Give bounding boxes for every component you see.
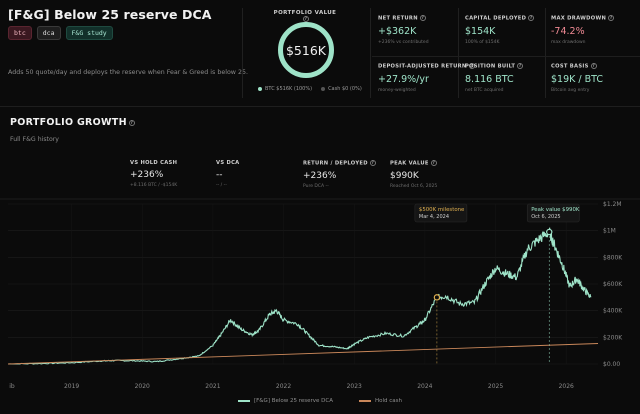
metric-capital-deployed: CAPITAL DEPLOYED? $154K 100% of $154K (465, 15, 535, 45)
annotation-box (414, 203, 468, 223)
info-icon[interactable]: ? (590, 63, 597, 69)
stat-vs-dca: VS DCA -- -- / -- (216, 160, 240, 188)
metric-position-built: POSITION BUILT? 8.116 BTC net BTC acquir… (465, 63, 524, 93)
y-tick-label: $0.00 (603, 361, 620, 368)
x-tick-label: 2026 (559, 383, 574, 390)
y-tick-label: $600K (603, 281, 623, 288)
annotation-box (526, 203, 580, 223)
portfolio-value-label: PORTFOLIO VALUE? (273, 10, 337, 22)
info-icon[interactable]: ? (468, 63, 475, 69)
strategy-series-line (7, 227, 592, 365)
portfolio-value-ring: $516K (278, 22, 334, 78)
annotation-marker (433, 294, 441, 301)
annotation-title: $500K milestone (419, 207, 465, 213)
y-tick-label: $400K (603, 308, 623, 315)
info-icon[interactable]: ? (517, 63, 524, 69)
info-icon[interactable]: ? (369, 160, 376, 166)
chart-legend: [F&G] Below 25 reserve DCA Hold cash (0, 398, 640, 404)
divider (242, 8, 243, 98)
divider (458, 8, 459, 98)
y-tick-label: $1.2M (603, 201, 622, 208)
info-icon[interactable]: ? (528, 15, 535, 21)
y-tick-label: $200K (603, 334, 623, 341)
btc-dot-icon (258, 86, 262, 91)
chart-svg[interactable]: $0.00 $200K $400K $600K $800K $1M $1.2M ib 2019 2… (0, 196, 640, 414)
line-swatch-icon (359, 399, 372, 402)
divider (370, 8, 371, 98)
annotation-date: Mar 4, 2024 (419, 214, 449, 220)
info-icon[interactable]: ? (128, 119, 135, 126)
info-icon[interactable]: ? (430, 160, 437, 166)
tag-list: btc dca F&G study (8, 26, 113, 40)
metric-max-drawdown: MAX DRAWDOWN? -74.2% max drawdown (551, 15, 615, 45)
allocation-btc: BTC $516K (100%) (258, 86, 312, 92)
metric-cost-basis: COST BASIS? $19K / BTC Bitcoin avg entry (551, 63, 603, 93)
annotation-marker (546, 228, 553, 236)
info-icon[interactable]: ? (303, 16, 309, 22)
cash-dot-icon (321, 86, 326, 91)
tag-fg-study[interactable]: F&G study (65, 26, 113, 40)
x-tick-label: 2019 (64, 383, 79, 390)
x-tick-label: 2021 (205, 383, 220, 390)
x-tick-label: 2020 (135, 383, 150, 390)
annotation-date: Oct 6, 2025 (531, 214, 560, 220)
stat-return-deployed: RETURN / DEPLOYED? +236% Pure DCA -- (303, 160, 376, 189)
divider (372, 56, 640, 57)
y-tick-label: $1M (603, 228, 616, 235)
allocation-legend: BTC $516K (100%) Cash $0 (0%) (258, 86, 362, 92)
metric-deposit-adjusted-return: DEPOSIT-ADJUSTED RETURN? +27.9%/yr money… (378, 63, 475, 93)
strategy-description: Adds 50 quote/day and deploys the reserv… (8, 69, 248, 76)
line-swatch-icon (237, 399, 250, 402)
x-tick-label: 2023 (347, 383, 362, 390)
legend-strategy[interactable]: [F&G] Below 25 reserve DCA (237, 398, 333, 404)
info-icon[interactable]: ? (419, 15, 426, 21)
x-tick-label: 2025 (488, 383, 503, 390)
x-tick-label: ib (9, 383, 15, 390)
stat-peak-value: PEAK VALUE? $990K Reached Oct 6, 2025 (390, 160, 438, 189)
portfolio-growth-chart[interactable]: $0.00 $200K $400K $600K $800K $1M $1.2M ib 2019 2… (0, 196, 640, 414)
divider (545, 8, 546, 98)
y-tick-label: $800K (603, 254, 623, 261)
section-title: PORTFOLIO GROWTH? (10, 117, 135, 128)
stat-vs-hold-cash: VS HOLD CASH +236% +8.116 BTC / -$154K (130, 160, 178, 188)
x-tick-label: 2022 (276, 383, 291, 390)
annotation-title: Peak value $990K (531, 207, 580, 213)
hold-cash-series-line (7, 343, 599, 365)
info-icon[interactable]: ? (608, 15, 615, 21)
x-tick-label: 2024 (417, 383, 432, 390)
divider (0, 106, 640, 107)
section-subtitle: Full F&G history (10, 136, 59, 143)
strategy-title: [F&G] Below 25 reserve DCA (8, 7, 212, 22)
legend-hold-cash[interactable]: Hold cash (359, 398, 402, 404)
portfolio-value: $516K (285, 42, 326, 58)
tag-dca[interactable]: dca (36, 26, 61, 40)
allocation-cash: Cash $0 (0%) (321, 86, 362, 92)
metric-net-return: NET RETURN? +$362K +236% vs contributed (378, 15, 429, 45)
tag-btc[interactable]: btc (8, 26, 32, 40)
